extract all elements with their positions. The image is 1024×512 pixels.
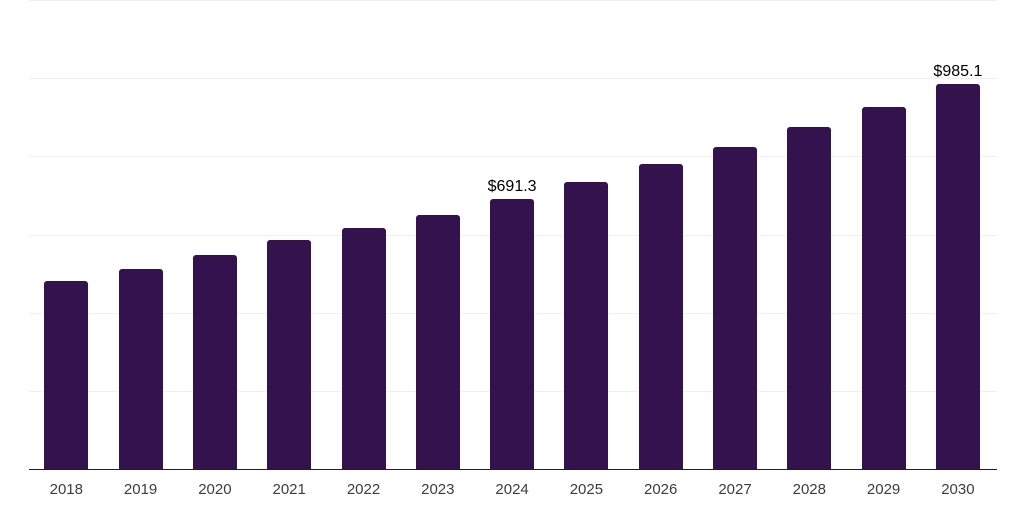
- bar-2021: [267, 239, 312, 469]
- bar-2030: [935, 84, 980, 469]
- gridline-1000: [29, 78, 997, 80]
- x-tick-2018: 2018: [49, 481, 83, 498]
- bar-2029: [861, 106, 906, 469]
- x-tick-2025: 2025: [569, 481, 604, 498]
- x-tick-2023: 2023: [421, 481, 455, 498]
- x-tick-2030: 2030: [941, 481, 975, 498]
- x-tick-2028: 2028: [792, 481, 826, 498]
- x-tick-2020: 2020: [198, 481, 232, 498]
- bar-2020: [192, 254, 237, 469]
- bar-2018: [44, 281, 89, 469]
- bar-2025: [564, 181, 609, 469]
- gridline-800: [29, 156, 997, 158]
- plot-area: $691.3 $985.1: [29, 0, 997, 470]
- x-tick-2026: 2026: [644, 481, 678, 498]
- bar-2026: [638, 163, 683, 469]
- x-axis-line: [29, 468, 997, 470]
- value-label-2024: $691.3: [487, 177, 537, 195]
- bar-2019: [118, 268, 163, 469]
- x-tick-2022: 2022: [346, 481, 381, 498]
- value-label-2030: $985.1: [933, 63, 983, 80]
- x-tick-2027: 2027: [718, 481, 752, 498]
- x-tick-2024: 2024: [495, 481, 529, 498]
- bar-2027: [713, 147, 757, 469]
- bar-2023: [415, 214, 460, 469]
- x-tick-2029: 2029: [866, 481, 901, 498]
- bar-2028: [787, 127, 832, 469]
- bar-2022: [341, 227, 386, 469]
- gridline-1200: [29, 0, 997, 1]
- bar-2024: [490, 198, 535, 469]
- x-tick-2021: 2021: [272, 481, 306, 498]
- x-tick-2019: 2019: [123, 481, 158, 498]
